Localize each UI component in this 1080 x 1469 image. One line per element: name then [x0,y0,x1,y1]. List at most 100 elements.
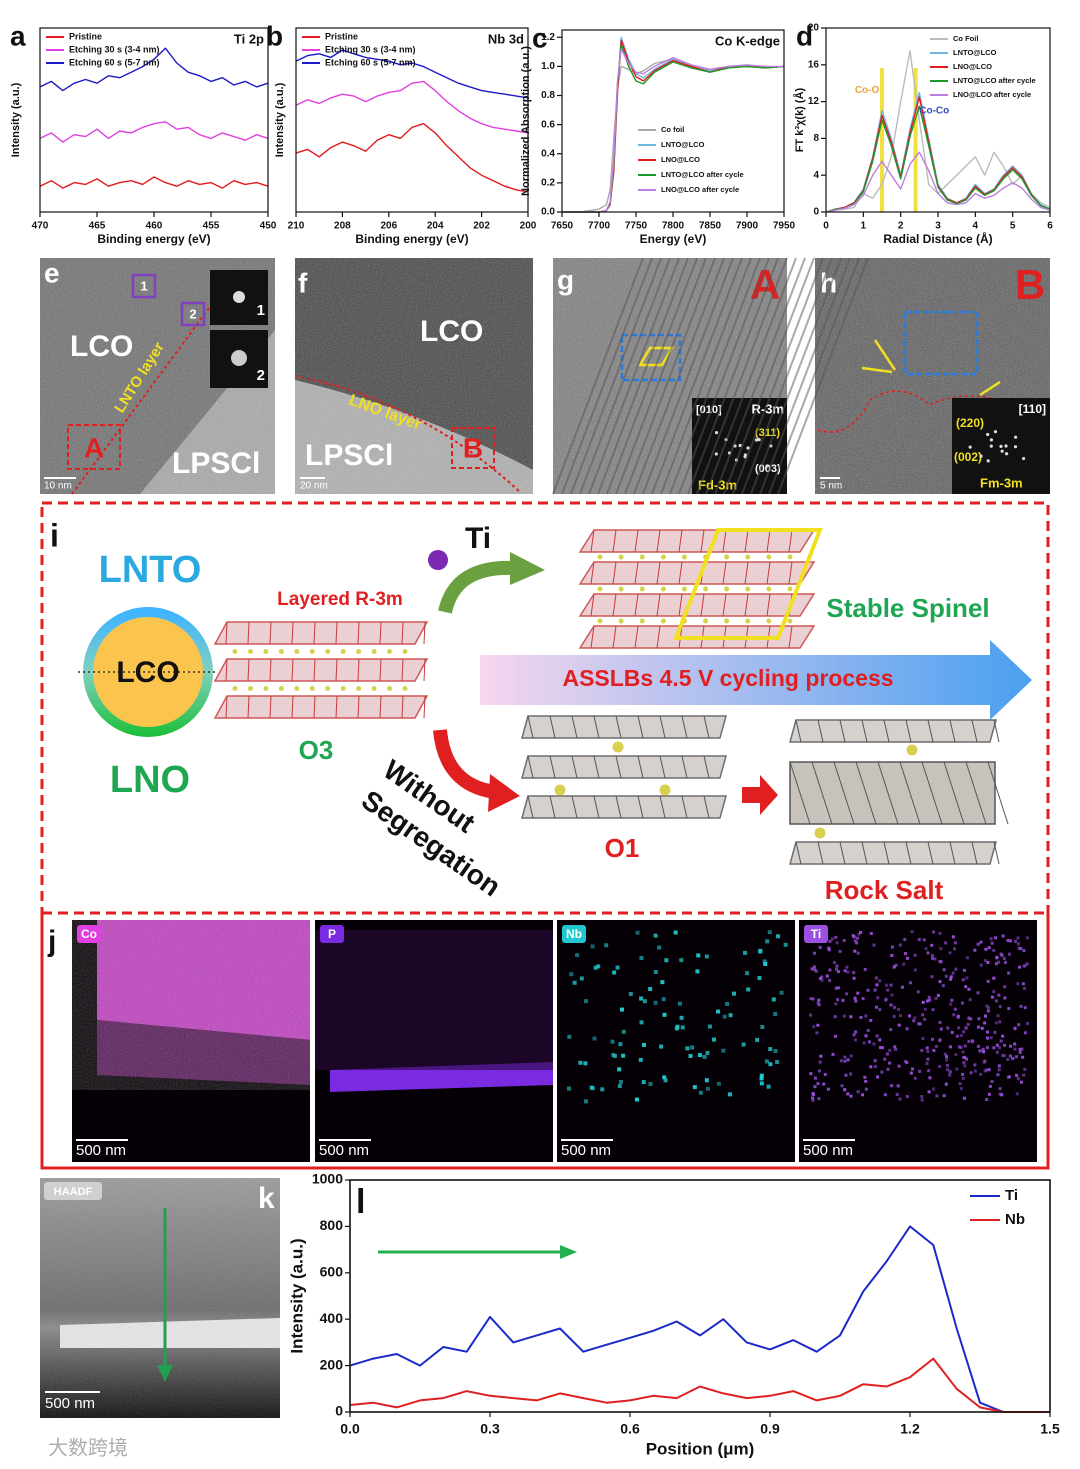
lattice-bond [656,529,661,553]
element-signal [980,1026,984,1030]
lattice-bond [612,529,617,553]
legend-label: Etching 60 s (5-7 nm) [69,57,160,67]
element-signal [862,1041,866,1045]
li-atom [618,618,624,624]
element-signal [817,998,821,1002]
element-signal [962,1096,966,1100]
panel-label: a [10,20,26,51]
element-signal [811,1098,815,1102]
element-signal [886,1067,890,1071]
element-signal [957,1045,961,1049]
lattice-bond [993,841,1000,865]
element-signal [812,1093,816,1097]
lattice-bond [379,695,382,719]
li-atom [906,744,918,756]
element-signal [898,943,902,947]
element-signal [948,1073,952,1077]
element-signal [1002,1043,1006,1047]
element-signal [939,960,943,964]
lattice-bond [225,695,228,719]
element-signal [961,1076,965,1080]
element-signal [854,1030,858,1034]
li-atom [597,554,603,560]
element-tag [77,925,101,943]
lattice-bond [313,621,316,645]
li-atom [294,649,300,654]
element-signal [621,1029,626,1034]
element-signal [867,1040,871,1044]
element-signal [685,1046,690,1051]
element-signal [612,970,617,975]
element-signal [583,1099,588,1104]
element-signal [913,968,917,972]
lattice-layer [213,658,429,682]
element-signal [948,1070,952,1074]
element-signal [695,969,700,974]
element-signal [905,956,909,960]
lattice-bond [549,795,556,819]
element-signal [783,942,788,947]
x-tick-label: 1.5 [1040,1421,1060,1437]
label: Fm-3m [980,475,1023,490]
x-tick-label: 7900 [736,221,759,232]
element-signal [938,1021,942,1025]
element-signal [863,967,867,971]
label: O1 [605,833,640,863]
element-signal [900,985,904,989]
element-signal [890,953,894,957]
element-signal [1013,1027,1017,1031]
lattice-bond [247,658,250,682]
element-signal [853,939,857,943]
legend-label: LNTO@LCO after cycle [661,170,744,179]
element-signal [893,1005,897,1009]
lattice-bond [678,593,683,617]
x-tick-label: 0 [823,221,829,232]
element-signal [967,987,971,991]
element-signal [896,1007,900,1011]
element-signal [990,1079,994,1083]
element-signal [833,1015,837,1019]
haadf-panel [40,1178,280,1418]
dashed-frame [40,911,1050,1170]
element-signal [567,1034,572,1039]
x-tick-label: 200 [520,221,537,232]
lattice-bond [593,755,600,779]
element-signal [1025,936,1029,940]
element-signal [843,1055,847,1059]
element-signal [642,1042,647,1047]
series-line [349,1225,1050,1413]
element-signal [1016,942,1020,946]
lattice-fringe [759,257,851,495]
element-signal [920,1098,924,1102]
element-signal [593,965,598,970]
panel-label: i [50,517,59,553]
element-signal [944,1082,948,1086]
element-signal [634,1097,639,1102]
element-signal [817,1003,821,1007]
element-signal [949,1002,953,1006]
element-signal [677,1001,682,1006]
element-signal [1020,1047,1024,1051]
element-signal [818,945,822,949]
fft-spot [714,431,719,435]
element-signal [905,1095,909,1099]
element-signal [1007,971,1011,975]
lattice-bond [357,658,360,682]
label: LCO [116,656,179,689]
legend-label: Pristine [69,31,102,41]
legend-label: LNTO@LCO [661,140,705,149]
lattice-bond [744,561,749,585]
element-signal [994,936,998,940]
series-line [295,49,529,99]
element-signal [590,944,595,949]
lattice-bond [681,795,688,819]
element-signal [963,1064,967,1068]
lattice-bond [788,625,793,649]
element-signal [930,956,934,960]
element-signal [880,1070,884,1074]
element-signal [856,991,860,995]
element-signal [702,1054,707,1059]
lattice-bond [722,529,727,553]
lattice-fringe [642,257,734,495]
element-signal [962,1030,966,1034]
